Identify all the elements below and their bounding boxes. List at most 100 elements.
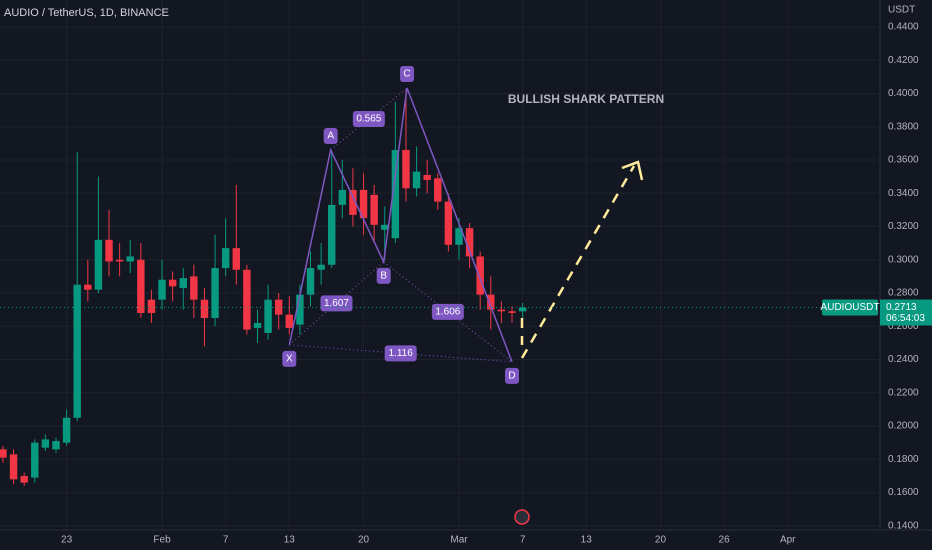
ratio-label: 0.565	[356, 114, 381, 125]
pattern-dotted-line	[288, 261, 385, 346]
y-tick-label: 0.2400	[888, 354, 919, 365]
point-box	[376, 267, 391, 284]
candle-body	[41, 439, 50, 448]
candle-body	[508, 311, 516, 313]
candle-body	[52, 441, 60, 450]
point-box	[323, 128, 338, 145]
candle-body	[253, 322, 262, 328]
candle-body	[444, 201, 453, 245]
point-label: X	[286, 354, 293, 365]
candle-body	[381, 224, 389, 230]
candle-body	[402, 150, 410, 189]
candle-body	[243, 269, 251, 330]
pattern-dotted-line	[330, 87, 408, 151]
y-tick-label: 0.1400	[888, 520, 919, 531]
candle-body	[115, 259, 124, 262]
candle-body	[147, 299, 156, 313]
candle-body	[487, 294, 495, 310]
ratio-box	[431, 303, 464, 320]
candle-body	[455, 228, 463, 245]
y-tick-label: 0.4200	[888, 55, 919, 66]
point-label: C	[403, 69, 410, 80]
x-tick-label: Apr	[780, 535, 796, 546]
axes: 0.1400 0.1600 0.1800 0.2000 0.2200 0.2400 0.26…	[0, 22, 932, 546]
y-tick-label: 0.2600	[888, 321, 919, 332]
x-tick-label: Feb	[153, 535, 171, 546]
x-tick-label: Mar	[450, 535, 468, 546]
candle-body	[126, 256, 134, 262]
y-tick-label: 0.3400	[888, 188, 919, 199]
candle-body	[349, 189, 357, 215]
candle-body	[423, 174, 431, 180]
candle-body	[274, 299, 283, 315]
candle-body	[31, 442, 39, 478]
candle-body	[434, 178, 442, 202]
last-price-label: 0.2713	[886, 302, 917, 313]
candle-body	[465, 228, 474, 257]
y-tick-label: 0.3800	[888, 121, 919, 132]
candle-body	[232, 248, 240, 270]
candle-body	[73, 284, 81, 418]
ratio-box	[352, 110, 385, 127]
x-tick-label: 26	[719, 535, 731, 546]
y-tick-label: 0.2800	[888, 288, 919, 299]
candle-body	[221, 248, 230, 269]
candle-body	[190, 276, 198, 300]
candle-body	[476, 256, 484, 295]
point-label: D	[508, 371, 515, 382]
candle-body	[84, 284, 92, 290]
candle-body	[391, 150, 400, 239]
candle-body	[62, 417, 71, 443]
candle-body	[497, 309, 506, 312]
chart-title: AUDIO / TetherUS, 1D, BINANCE	[4, 7, 169, 19]
candle-body	[20, 475, 28, 483]
x-tick-label: 20	[358, 535, 370, 546]
point-label: B	[380, 271, 387, 282]
ratio-label: 1.116	[389, 348, 414, 359]
arrow-head	[621, 160, 644, 181]
y-axis-label: USDT	[888, 5, 915, 16]
candle-body	[296, 294, 304, 325]
candle-body	[168, 279, 177, 287]
point-box	[505, 367, 520, 384]
x-tick-label: 7	[223, 535, 229, 546]
y-tick-label: 0.3000	[888, 254, 919, 265]
y-tick-label: 0.4000	[888, 88, 919, 99]
symbol-tag	[822, 299, 878, 316]
point-label: A	[327, 131, 334, 142]
candle-body	[94, 239, 103, 290]
ratio-label: 1.606	[435, 307, 460, 318]
candle-body	[338, 189, 347, 205]
x-tick-label: 20	[655, 535, 667, 546]
candle-body	[105, 239, 113, 262]
candle-body	[264, 299, 272, 333]
price-axis	[880, 0, 932, 550]
price-tag	[880, 299, 932, 326]
candle-body	[412, 171, 421, 189]
y-tick-label: 0.4400	[888, 22, 919, 33]
candle-body	[370, 194, 378, 225]
y-tick-label: 0.1800	[888, 454, 919, 465]
ratio-label: 1.607	[324, 298, 349, 309]
candle-body	[179, 278, 187, 289]
x-tick-label: 13	[581, 535, 593, 546]
y-tick-label: 0.3200	[888, 221, 919, 232]
x-tick-label: 23	[61, 535, 73, 546]
candle-body	[158, 279, 166, 300]
candle-body	[211, 268, 219, 318]
pattern-line	[288, 87, 513, 363]
y-tick-label: 0.3600	[888, 155, 919, 166]
candle-body	[306, 268, 315, 295]
candle-body	[359, 189, 368, 219]
candle-body	[200, 299, 209, 318]
x-tick-label: 7	[520, 535, 526, 546]
ratio-box	[384, 345, 417, 362]
event-icon[interactable]	[514, 509, 530, 525]
arrow-line	[520, 165, 636, 359]
projection-arrow	[520, 160, 644, 359]
symbol-label: AUDIOUSDT	[821, 302, 880, 313]
countdown: 06:54:03	[886, 313, 925, 324]
candle-body	[518, 307, 527, 312]
y-tick-label: 0.2000	[888, 421, 919, 432]
